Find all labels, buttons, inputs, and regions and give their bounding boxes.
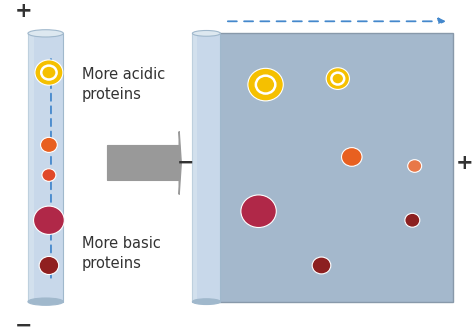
Ellipse shape xyxy=(28,298,64,305)
Ellipse shape xyxy=(405,213,420,227)
Ellipse shape xyxy=(28,30,64,37)
Ellipse shape xyxy=(342,148,362,166)
Ellipse shape xyxy=(192,299,220,305)
Ellipse shape xyxy=(241,195,276,227)
Text: +: + xyxy=(15,1,32,21)
Ellipse shape xyxy=(248,68,283,101)
Ellipse shape xyxy=(192,30,220,36)
Bar xyxy=(192,34,220,302)
Ellipse shape xyxy=(39,256,59,274)
Text: −: − xyxy=(177,153,194,173)
Text: −: − xyxy=(15,315,32,335)
Ellipse shape xyxy=(41,137,57,152)
Text: +: + xyxy=(456,153,474,173)
Ellipse shape xyxy=(42,169,56,181)
Ellipse shape xyxy=(34,206,64,234)
Ellipse shape xyxy=(408,160,422,172)
Text: More basic
proteins: More basic proteins xyxy=(82,236,161,271)
Ellipse shape xyxy=(35,60,63,85)
Bar xyxy=(28,34,64,302)
Bar xyxy=(200,34,453,302)
Text: More acidic
proteins: More acidic proteins xyxy=(82,67,165,102)
Ellipse shape xyxy=(312,257,331,274)
Bar xyxy=(192,34,197,302)
Ellipse shape xyxy=(326,68,349,89)
Bar xyxy=(28,34,34,302)
